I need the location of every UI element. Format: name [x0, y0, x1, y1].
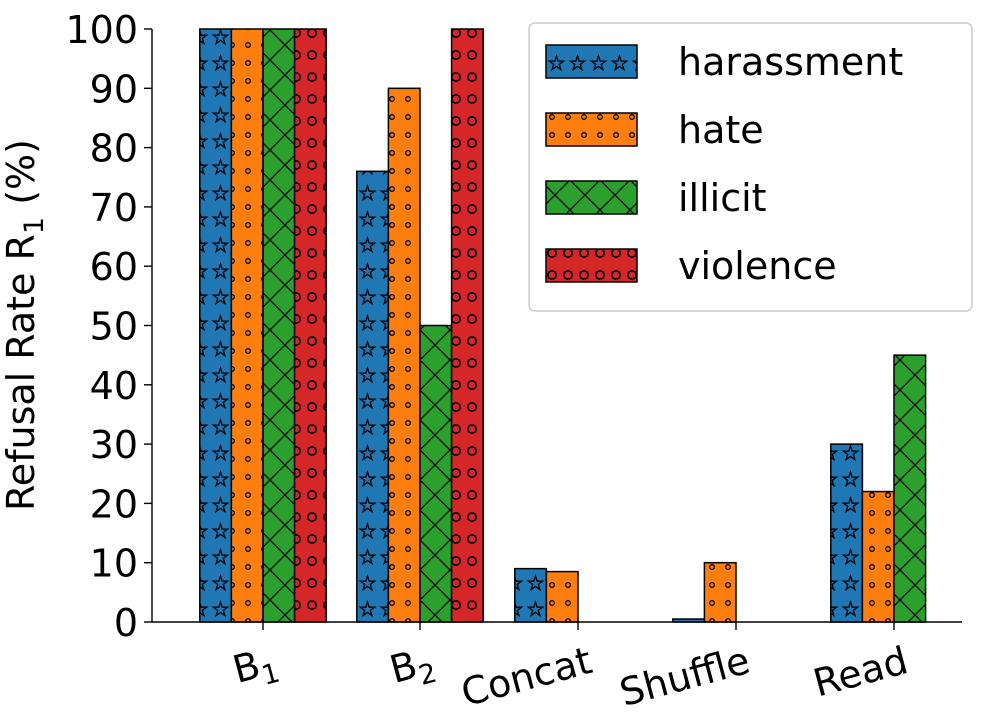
legend: harassment hate illicit violence: [528, 22, 973, 312]
x-tick-label: Shuffle: [615, 638, 754, 715]
bar-hate: [703, 561, 737, 623]
x-tick-label: B2: [385, 638, 440, 698]
legend-label: harassment: [678, 40, 903, 84]
bar-harassment: [199, 28, 233, 623]
legend-item-violence: violence: [545, 244, 837, 288]
x-tick-label: Concat: [457, 638, 597, 715]
bar-hate: [387, 87, 421, 623]
y-tick-label: 100: [65, 8, 138, 52]
bar-hate: [230, 28, 264, 623]
bar-violence: [450, 28, 484, 623]
y-tick-label: 50: [90, 305, 138, 349]
y-tick-label: 60: [90, 245, 138, 289]
y-ticks: 0 10 20 30 40 50 60 70 80 90 100: [65, 8, 152, 645]
bar-harassment: [356, 170, 390, 623]
y-axis-label-unit: (%): [0, 139, 43, 217]
bar-illicit: [893, 354, 927, 623]
y-tick-label: 20: [90, 482, 138, 526]
legend-label: violence: [678, 244, 837, 288]
y-axis-label-subscript: 1: [19, 217, 50, 234]
legend-label: hate: [678, 108, 764, 152]
bar-hate: [545, 570, 579, 623]
y-tick-label: 40: [90, 364, 138, 408]
bar-violence: [293, 28, 327, 623]
legend-item-hate: hate: [545, 108, 764, 152]
legend-item-harassment: harassment: [545, 40, 903, 84]
legend-frame: [528, 22, 973, 312]
x-tick-label: Read: [809, 638, 913, 705]
bar-illicit: [419, 324, 453, 623]
x-ticks: B1 B2 Concat Shuffle Read: [228, 622, 912, 715]
legend-item-illicit: illicit: [545, 176, 767, 220]
x-tick-label: B1: [228, 638, 283, 698]
bar-illicit: [262, 28, 296, 623]
legend-label: illicit: [678, 176, 767, 220]
y-tick-label: 90: [90, 67, 138, 111]
bar-harassment: [514, 567, 548, 623]
bar-hate: [861, 490, 895, 623]
y-tick-label: 80: [90, 127, 138, 171]
y-axis-label-main: Refusal Rate R: [0, 234, 43, 511]
bar-harassment: [830, 443, 864, 623]
y-tick-label: 70: [90, 186, 138, 230]
y-tick-label: 10: [90, 542, 138, 586]
y-tick-label: 30: [90, 423, 138, 467]
y-tick-label: 0: [114, 601, 138, 645]
y-axis-label: Refusal Rate R1 (%): [0, 139, 50, 511]
bars-group: [199, 28, 927, 623]
